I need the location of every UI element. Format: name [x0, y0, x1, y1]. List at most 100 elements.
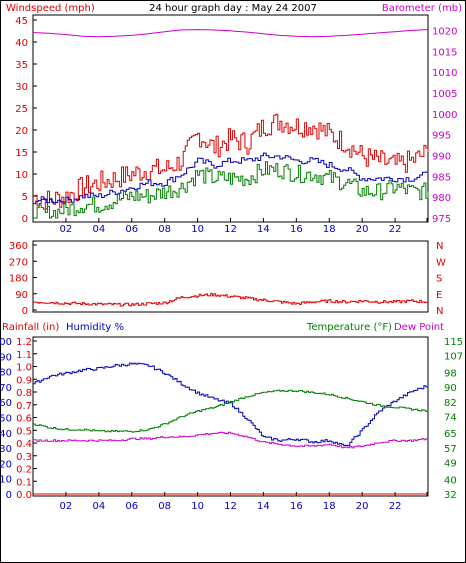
wind-direction-line [33, 293, 429, 307]
rainfall-tick-label: 0.2 [16, 465, 32, 476]
temperature-tick-label: 90 [444, 383, 457, 394]
barometer-tick-label: 1015 [432, 47, 457, 58]
barometer-tick-label: 985 [432, 172, 451, 183]
rainfall-tick-label: 1.2 [16, 337, 32, 348]
direction-tick-label: 360 [9, 241, 28, 252]
temperature-line [33, 389, 429, 433]
rainfall-tick-label: 0.9 [16, 375, 32, 386]
wind-hour-label: 08 [158, 224, 171, 235]
humidity-hour-label: 02 [60, 501, 73, 512]
direction-tick-label: 90 [15, 290, 28, 301]
wind-hour-label: 04 [92, 224, 105, 235]
series-layer [32, 29, 429, 495]
humidity-tick-label: 0 [6, 490, 12, 501]
humidity-tick-label: 40 [0, 429, 12, 440]
direction-panel-frame [32, 240, 429, 313]
temperature-tick-label: 107 [444, 352, 463, 363]
barometer-tick-label: 990 [432, 151, 451, 162]
rainfall-tick-label: 0.1 [16, 477, 32, 488]
windspeed-axis-label: Windspeed (mph) [6, 3, 95, 14]
direction-tick-label: 0 [22, 306, 28, 317]
direction-tick-label: 180 [9, 274, 28, 285]
rainfall-tick-label: 0.5 [16, 426, 32, 437]
windspeed-tick-label: 0 [22, 214, 28, 225]
barometer-tick-label: 1020 [432, 26, 457, 37]
wind-hour-label: 22 [389, 224, 402, 235]
wind-gust-line [33, 113, 429, 210]
humidity-hour-label: 06 [125, 501, 138, 512]
wind-avg-line [33, 152, 429, 205]
compass-tick-label: W [436, 257, 446, 268]
rainfall-axis-label: Rainfall (in) [2, 322, 59, 333]
humidity-tick-label: 10 [0, 475, 12, 486]
humidity-hour-label: 16 [290, 501, 303, 512]
direction-tick-label: 270 [9, 257, 28, 268]
temperature-tick-label: 82 [444, 398, 457, 409]
barometer-axis-label: Barometer (mb) [382, 3, 462, 14]
temperature-tick-label: 49 [444, 459, 457, 470]
barometer-tick-label: 975 [432, 214, 451, 225]
rainfall-tick-label: 0.4 [16, 439, 32, 450]
humidity-hour-label: 08 [158, 501, 171, 512]
temperature-tick-label: 40 [444, 475, 457, 486]
temperature-tick-label: 115 [444, 337, 463, 348]
humidity-hour-label: 12 [224, 501, 237, 512]
compass-tick-label: S [436, 274, 442, 285]
wind-hour-label: 16 [290, 224, 303, 235]
windspeed-tick-label: 35 [15, 60, 28, 71]
rainfall-tick-label: 1.1 [16, 350, 32, 361]
humidity-tick-label: 90 [0, 352, 12, 363]
temperature-tick-label: 98 [444, 368, 457, 379]
rainfall-tick-label: 0.6 [16, 414, 32, 425]
compass-tick-label: N [436, 306, 443, 317]
rainfall-tick-label: 0.7 [16, 401, 32, 412]
barometer-tick-label: 1000 [432, 110, 457, 121]
wind-low-line [33, 161, 429, 219]
wind-hour-label: 18 [323, 224, 336, 235]
humidity-tick-label: 100 [0, 337, 12, 348]
temperature-tick-label: 57 [444, 444, 457, 455]
rainfall-tick-label: 0.3 [16, 452, 32, 463]
dewpoint-line [33, 431, 428, 449]
humidity-tick-label: 60 [0, 398, 12, 409]
windspeed-tick-label: 20 [15, 126, 28, 137]
windspeed-tick-label: 15 [15, 148, 28, 159]
humidity-hour-label: 22 [389, 501, 402, 512]
dewpoint-axis-label: Dew Point [394, 322, 444, 333]
rainfall-tick-label: 1.0 [16, 363, 32, 374]
barometer-tick-label: 1005 [432, 89, 457, 100]
humidity-hour-label: 14 [257, 501, 270, 512]
barometer-line [32, 29, 429, 38]
barometer-tick-label: 1010 [432, 68, 457, 79]
humidity-axis-label: Humidity % [66, 322, 124, 333]
humidity-tick-label: 20 [0, 459, 12, 470]
windspeed-tick-label: 25 [15, 104, 28, 115]
windspeed-tick-label: 5 [22, 192, 28, 203]
barometer-tick-label: 980 [432, 193, 451, 204]
wind-hour-label: 10 [191, 224, 204, 235]
humidity-tick-label: 30 [0, 444, 12, 455]
compass-tick-label: N [436, 241, 443, 252]
wind-hour-label: 06 [125, 224, 138, 235]
rainfall-tick-label: 0.0 [16, 490, 32, 501]
humidity-tick-label: 80 [0, 368, 12, 379]
humidity-hour-label: 10 [191, 501, 204, 512]
humidity-hour-label: 04 [92, 501, 105, 512]
humidity-hour-label: 20 [356, 501, 369, 512]
barometer-tick-label: 995 [432, 131, 451, 142]
windspeed-tick-label: 30 [15, 82, 28, 93]
axes-layer: 0510152025303540459759809859909951000100… [0, 16, 463, 512]
compass-tick-label: E [436, 290, 442, 301]
humidity-hour-label: 18 [323, 501, 336, 512]
windspeed-tick-label: 10 [15, 170, 28, 181]
windspeed-tick-label: 40 [15, 38, 28, 49]
humidity-tick-label: 70 [0, 383, 12, 394]
humidity-tick-label: 50 [0, 414, 12, 425]
temperature-axis-label: Temperature (°F) [306, 322, 392, 333]
windspeed-tick-label: 45 [15, 16, 28, 27]
temperature-tick-label: 65 [444, 429, 457, 440]
wind-hour-label: 20 [356, 224, 369, 235]
